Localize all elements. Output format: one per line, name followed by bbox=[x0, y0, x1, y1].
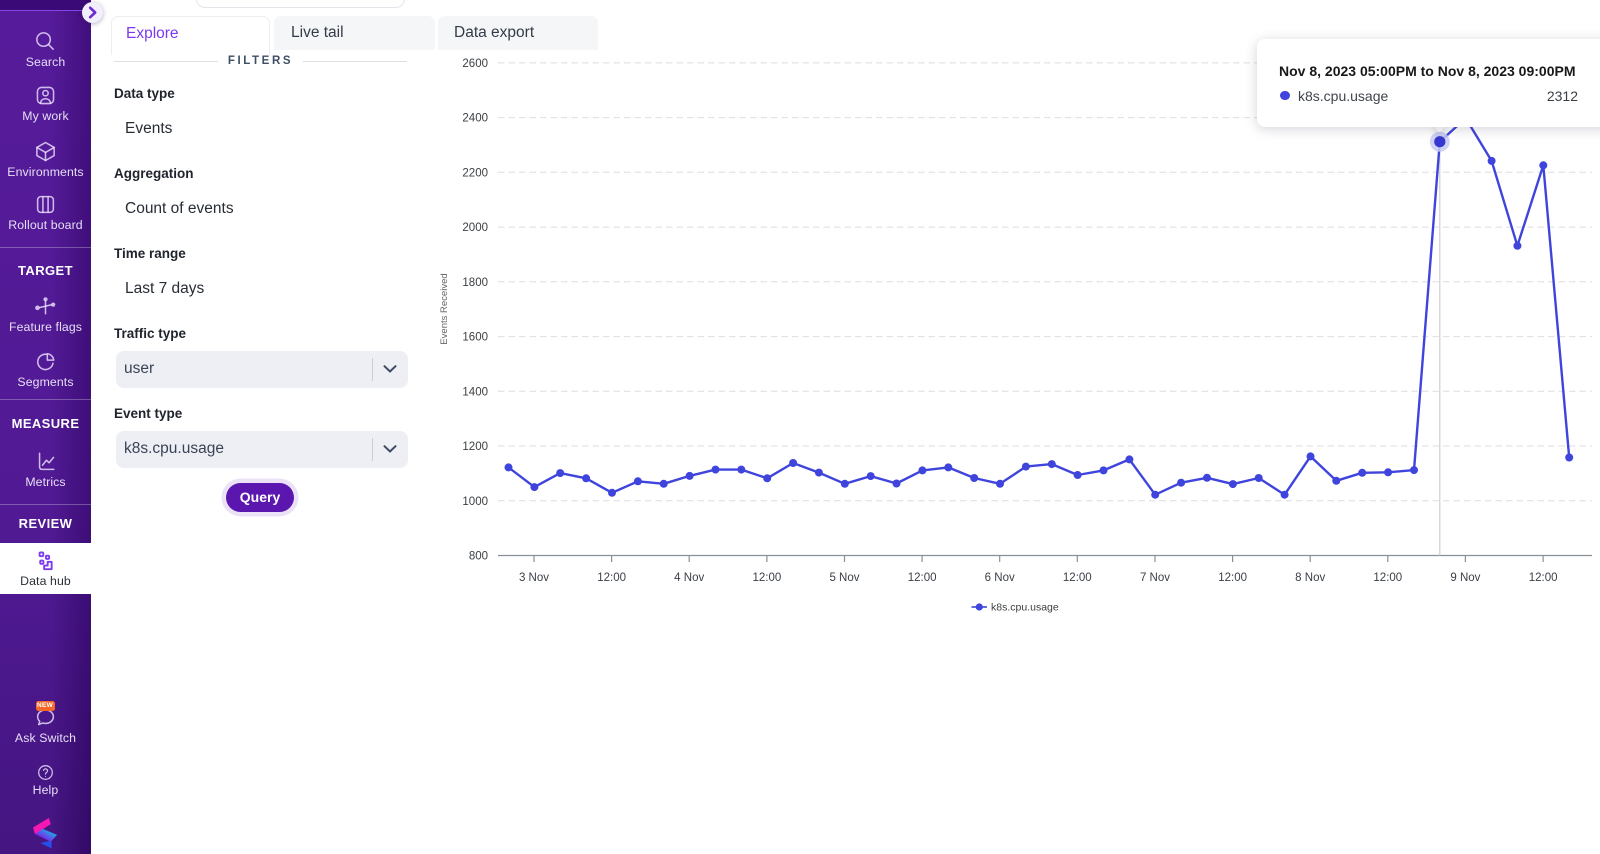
svg-text:12:00: 12:00 bbox=[597, 572, 626, 584]
svg-text:8 Nov: 8 Nov bbox=[1295, 572, 1325, 584]
svg-text:12:00: 12:00 bbox=[1529, 572, 1558, 584]
svg-text:7 Nov: 7 Nov bbox=[1140, 572, 1170, 584]
svg-text:9 Nov: 9 Nov bbox=[1450, 572, 1480, 584]
svg-text:12:00: 12:00 bbox=[1373, 572, 1402, 584]
svg-text:5 Nov: 5 Nov bbox=[829, 572, 859, 584]
svg-text:Events Received: Events Received bbox=[439, 273, 450, 344]
svg-text:4 Nov: 4 Nov bbox=[674, 572, 704, 584]
svg-text:k8s.cpu.usage: k8s.cpu.usage bbox=[991, 602, 1059, 614]
svg-text:1000: 1000 bbox=[462, 496, 488, 508]
svg-text:2000: 2000 bbox=[462, 222, 488, 234]
svg-text:1800: 1800 bbox=[462, 277, 488, 289]
svg-text:12:00: 12:00 bbox=[753, 572, 782, 584]
svg-text:1600: 1600 bbox=[462, 332, 488, 344]
svg-text:1200: 1200 bbox=[462, 441, 488, 453]
svg-text:1400: 1400 bbox=[462, 386, 488, 398]
svg-text:2200: 2200 bbox=[462, 167, 488, 179]
svg-text:3 Nov: 3 Nov bbox=[519, 572, 549, 584]
svg-text:12:00: 12:00 bbox=[1063, 572, 1092, 584]
svg-text:12:00: 12:00 bbox=[1218, 572, 1247, 584]
svg-text:2600: 2600 bbox=[462, 58, 488, 70]
svg-text:2400: 2400 bbox=[462, 113, 488, 125]
svg-text:6 Nov: 6 Nov bbox=[985, 572, 1015, 584]
svg-text:12:00: 12:00 bbox=[908, 572, 937, 584]
svg-text:800: 800 bbox=[469, 551, 488, 563]
